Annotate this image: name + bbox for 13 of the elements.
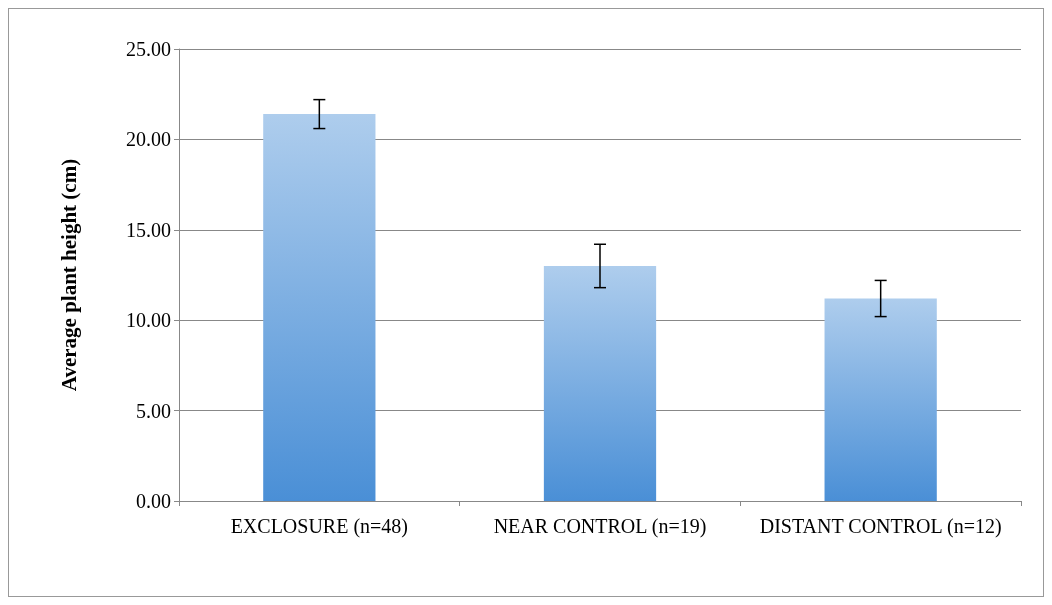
y-tick-label: 15.00 <box>126 218 171 241</box>
y-tick-label: 10.00 <box>126 309 171 332</box>
bar <box>263 114 376 501</box>
y-tick-label: 20.00 <box>126 128 171 151</box>
y-tick-label: 0.00 <box>136 490 171 512</box>
x-tick-label: DISTANT CONTROL (n=12) <box>759 515 1002 538</box>
bar <box>543 265 657 501</box>
y-tick-label: 25.00 <box>126 38 171 60</box>
bar <box>824 298 937 501</box>
x-tick-label: NEAR CONTROL (n=19) <box>493 515 707 538</box>
y-axis-title: Average plant height (cm) <box>56 158 81 392</box>
y-tick-label: 5.00 <box>136 399 171 422</box>
x-tick-label: EXCLOSURE (n=48) <box>230 515 409 538</box>
